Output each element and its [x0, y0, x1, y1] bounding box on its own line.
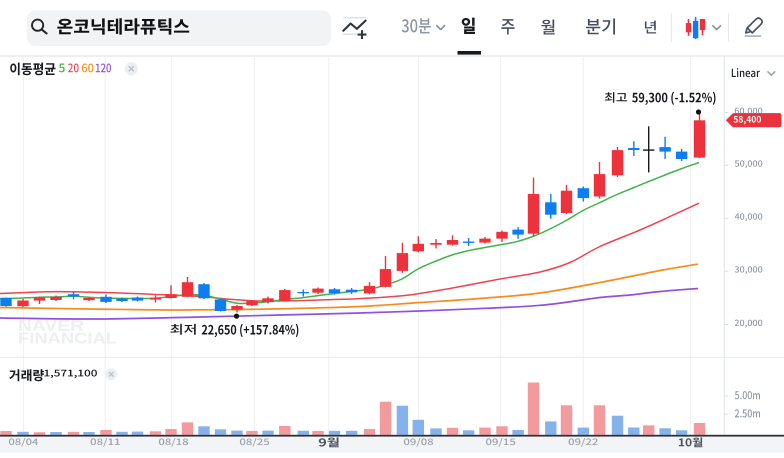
svg-text:FINANCIAL: FINANCIAL	[18, 331, 117, 348]
svg-text:NAVER: NAVER	[18, 318, 84, 335]
